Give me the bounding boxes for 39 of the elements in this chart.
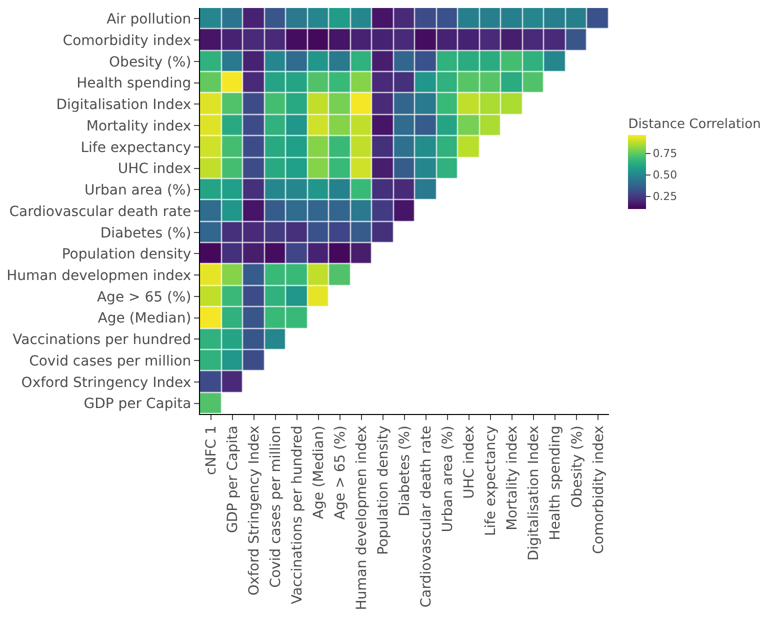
y-tick-label: Digitalisation Index bbox=[56, 97, 192, 114]
y-tick-label: Age (Median) bbox=[98, 310, 192, 327]
y-tick-label: Cardiovascular death rate bbox=[9, 204, 192, 220]
y-tick-label: Diabetes (%) bbox=[100, 225, 192, 242]
y-tick-label: Air pollution bbox=[106, 12, 192, 28]
x-tick-label: Age > 65 (%) bbox=[332, 426, 348, 520]
x-tick-label: Age (Median) bbox=[310, 426, 327, 519]
y-tick-label: Comorbidity index bbox=[62, 32, 192, 49]
x-tick-label: Human developmen index bbox=[354, 426, 370, 610]
y-tick-label: Population density bbox=[62, 246, 192, 263]
color-bar-label: 0.25 bbox=[652, 190, 678, 204]
y-tick-label: Life expectancy bbox=[80, 140, 192, 156]
y-tick-label: Human developmen index bbox=[6, 268, 192, 284]
x-tick-label: UHC index bbox=[462, 426, 478, 499]
color-bar-label: 0.50 bbox=[652, 168, 678, 182]
x-tick-label: Life expectancy bbox=[483, 426, 500, 536]
y-tick-label: Age > 65 (%) bbox=[96, 289, 192, 306]
x-tick-label: Diabetes (%) bbox=[397, 426, 414, 516]
x-tick-label: Obesity (%) bbox=[569, 426, 586, 508]
x-tick-label: Health spending bbox=[548, 426, 564, 540]
x-tick-label: cNFC 1 bbox=[203, 426, 220, 475]
y-tick-label: Mortality index bbox=[86, 118, 192, 134]
y-tick-label: Vaccinations per hundred bbox=[12, 332, 192, 348]
x-tick-label: Comorbidity index bbox=[590, 426, 607, 554]
x-tick-label: Cardiovascular death rate bbox=[418, 426, 435, 608]
y-tick-label: Urban area (%) bbox=[84, 182, 192, 199]
y-tick-label: Health spending bbox=[76, 76, 192, 92]
y-tick-label: UHC index bbox=[118, 161, 192, 178]
x-tick-label: Vaccinations per hundred bbox=[289, 426, 306, 604]
color-bar-label: 0.75 bbox=[652, 147, 678, 160]
x-tick-label: Digitalisation Index bbox=[526, 426, 542, 561]
x-tick-label: Urban area (%) bbox=[440, 426, 456, 532]
x-tick-label: Population density bbox=[376, 426, 392, 555]
color-bar-title: Distance Correlation bbox=[628, 117, 761, 132]
y-tick-label: Obesity (%) bbox=[109, 54, 192, 70]
y-tick-label: GDP per Capita bbox=[84, 396, 192, 412]
x-tick-label: Mortality index bbox=[504, 426, 521, 530]
y-tick-label: Covid cases per million bbox=[29, 353, 192, 370]
y-tick-label: Oxford Stringency Index bbox=[21, 374, 192, 391]
